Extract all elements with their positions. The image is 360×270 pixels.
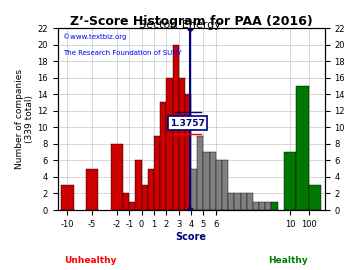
- Bar: [296, 86, 309, 210]
- Text: Sector: Energy: Sector: Energy: [139, 20, 221, 30]
- Bar: [309, 185, 321, 210]
- Bar: [111, 144, 123, 210]
- Text: 1.3757: 1.3757: [170, 119, 205, 128]
- Bar: [240, 193, 247, 210]
- Bar: [203, 152, 210, 210]
- Bar: [123, 193, 129, 210]
- Bar: [86, 169, 98, 210]
- Bar: [185, 94, 191, 210]
- Bar: [135, 160, 141, 210]
- Bar: [154, 136, 160, 210]
- Bar: [253, 202, 259, 210]
- Text: ©www.textbiz.org: ©www.textbiz.org: [63, 33, 126, 40]
- X-axis label: Score: Score: [176, 231, 207, 241]
- Bar: [259, 202, 265, 210]
- Bar: [210, 152, 216, 210]
- Bar: [179, 78, 185, 210]
- Bar: [247, 193, 253, 210]
- Bar: [148, 169, 154, 210]
- Text: The Research Foundation of SUNY: The Research Foundation of SUNY: [63, 50, 181, 56]
- Y-axis label: Number of companies
(339 total): Number of companies (339 total): [15, 69, 35, 169]
- Bar: [141, 185, 148, 210]
- Text: Healthy: Healthy: [268, 256, 308, 265]
- Bar: [265, 202, 271, 210]
- Bar: [228, 193, 234, 210]
- Bar: [197, 136, 203, 210]
- Bar: [160, 102, 166, 210]
- Bar: [191, 169, 197, 210]
- Bar: [172, 45, 179, 210]
- Bar: [284, 152, 296, 210]
- Title: Z’-Score Histogram for PAA (2016): Z’-Score Histogram for PAA (2016): [70, 15, 312, 28]
- Bar: [166, 78, 172, 210]
- Bar: [271, 202, 278, 210]
- Bar: [129, 202, 135, 210]
- Bar: [234, 193, 240, 210]
- Text: Unhealthy: Unhealthy: [64, 256, 116, 265]
- Bar: [222, 160, 228, 210]
- Bar: [216, 160, 222, 210]
- Bar: [61, 185, 73, 210]
